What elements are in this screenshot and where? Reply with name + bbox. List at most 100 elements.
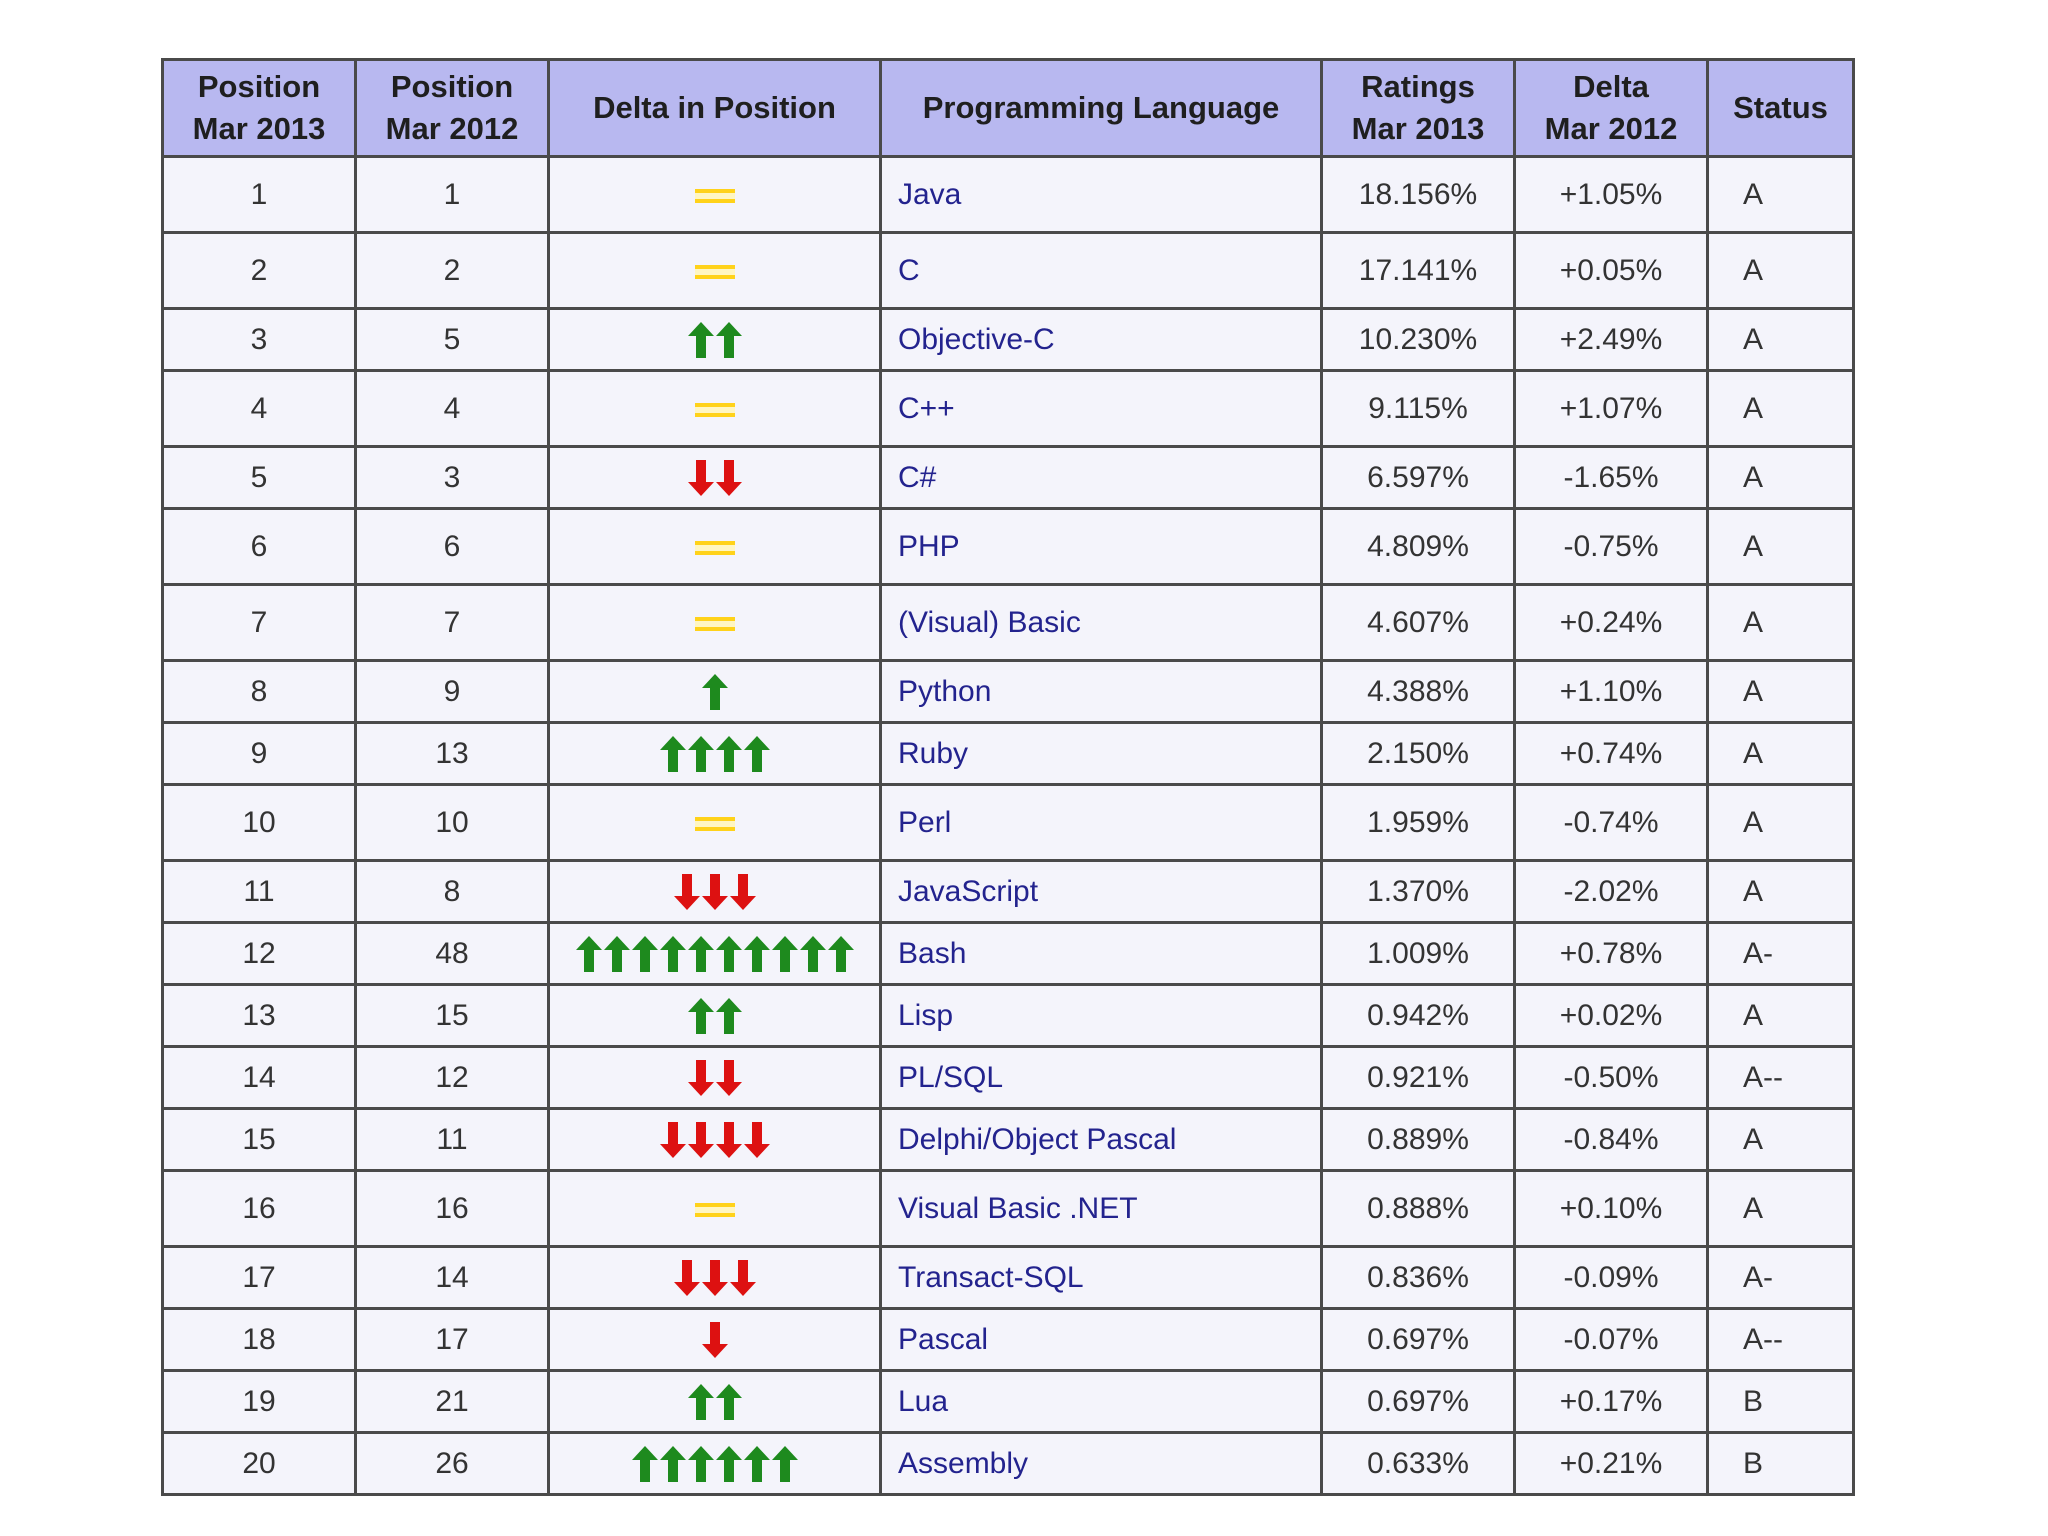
up-arrow-icon (827, 935, 854, 972)
rating-delta-cell: +1.07% (1513, 369, 1709, 448)
rating-cell: 4.388% (1320, 659, 1516, 724)
no-change-icon (694, 264, 735, 279)
up-arrow-icon (687, 735, 714, 772)
up-arrow-icon (687, 1445, 714, 1482)
position-2012-cell: 16 (354, 1169, 550, 1248)
position-2012-cell: 1 (354, 155, 550, 234)
rating-delta-cell: +0.21% (1513, 1431, 1709, 1496)
position-change-cell (547, 783, 882, 862)
rating-cell: 9.115% (1320, 369, 1516, 448)
no-change-icon (694, 188, 735, 203)
language-cell: PHP (879, 507, 1323, 586)
rating-cell: 0.888% (1320, 1169, 1516, 1248)
header-position-2013: Position Mar 2013 (161, 58, 357, 158)
position-2012-cell: 26 (354, 1431, 550, 1496)
position-2013-cell: 10 (161, 783, 357, 862)
no-change-icon (694, 540, 735, 555)
language-cell: (Visual) Basic (879, 583, 1323, 662)
rating-delta-cell: -0.74% (1513, 783, 1709, 862)
language-cell: Transact-SQL (879, 1245, 1323, 1310)
position-2013-cell: 8 (161, 659, 357, 724)
down-arrow-icon (687, 1121, 714, 1158)
table-row: 11 8 JavaScript 1.370% -2.02% A (161, 859, 1855, 924)
table-body: 1 1 Java 18.156% +1.05% A 2 2 C 17.141% +0.05% A 3 5 O… (161, 155, 1855, 1496)
position-2012-cell: 5 (354, 307, 550, 372)
language-cell: Python (879, 659, 1323, 724)
header-status: Status (1706, 58, 1855, 158)
language-cell: Perl (879, 783, 1323, 862)
position-2013-cell: 3 (161, 307, 357, 372)
down-arrow-icon (659, 1121, 686, 1158)
position-2012-cell: 12 (354, 1045, 550, 1110)
table-row: 19 21 Lua 0.697% +0.17% B (161, 1369, 1855, 1434)
no-change-icon (694, 1202, 735, 1217)
position-change-cell (547, 155, 882, 234)
status-cell: A (1706, 231, 1855, 310)
position-2012-cell: 4 (354, 369, 550, 448)
up-arrow-icon (743, 1445, 770, 1482)
position-change-cell (547, 369, 882, 448)
header-delta-position: Delta in Position (547, 58, 882, 158)
arrow-group (659, 735, 770, 772)
header-label: Mar 2013 (192, 111, 326, 146)
rating-delta-cell: +2.49% (1513, 307, 1709, 372)
position-change-cell (547, 859, 882, 924)
position-change-cell (547, 507, 882, 586)
rating-cell: 0.633% (1320, 1431, 1516, 1496)
position-change-cell (547, 231, 882, 310)
status-cell: B (1706, 1431, 1855, 1496)
rating-cell: 0.921% (1320, 1045, 1516, 1110)
position-change-cell (547, 921, 882, 986)
header-ratings: Ratings Mar 2013 (1320, 58, 1516, 158)
position-2012-cell: 2 (354, 231, 550, 310)
language-cell: C (879, 231, 1323, 310)
rating-delta-cell: -1.65% (1513, 445, 1709, 510)
status-cell: A (1706, 583, 1855, 662)
rating-delta-cell: +0.17% (1513, 1369, 1709, 1434)
up-arrow-icon (631, 1445, 658, 1482)
rating-delta-cell: +1.05% (1513, 155, 1709, 234)
language-cell: C++ (879, 369, 1323, 448)
position-change-cell (547, 721, 882, 786)
table-row: 10 10 Perl 1.959% -0.74% A (161, 783, 1855, 862)
position-change-cell (547, 1169, 882, 1248)
up-arrow-icon (715, 1445, 742, 1482)
up-arrow-icon (659, 735, 686, 772)
position-2013-cell: 2 (161, 231, 357, 310)
up-arrow-icon (687, 935, 714, 972)
position-change-cell (547, 1431, 882, 1496)
header-language: Programming Language (879, 58, 1323, 158)
rating-delta-cell: +0.74% (1513, 721, 1709, 786)
position-2013-cell: 12 (161, 921, 357, 986)
language-cell: Delphi/Object Pascal (879, 1107, 1323, 1172)
position-2012-cell: 8 (354, 859, 550, 924)
down-arrow-icon (715, 459, 742, 496)
header-row: Position Mar 2013 Position Mar 2012 Delta in… (161, 58, 1855, 158)
up-arrow-icon (799, 935, 826, 972)
table-row: 4 4 C++ 9.115% +1.07% A (161, 369, 1855, 448)
position-2012-cell: 14 (354, 1245, 550, 1310)
header-label: Status (1733, 90, 1828, 125)
up-arrow-icon (687, 321, 714, 358)
down-arrow-icon (687, 459, 714, 496)
language-cell: Lisp (879, 983, 1323, 1048)
down-arrow-icon (729, 1259, 756, 1296)
rating-cell: 1.009% (1320, 921, 1516, 986)
rating-cell: 18.156% (1320, 155, 1516, 234)
header-position-2012: Position Mar 2012 (354, 58, 550, 158)
position-2013-cell: 19 (161, 1369, 357, 1434)
table-row: 5 3 C# 6.597% -1.65% A (161, 445, 1855, 510)
position-change-cell (547, 1307, 882, 1372)
up-arrow-icon (687, 1383, 714, 1420)
language-cell: Ruby (879, 721, 1323, 786)
up-arrow-icon (715, 1383, 742, 1420)
position-change-cell (547, 307, 882, 372)
position-2013-cell: 6 (161, 507, 357, 586)
no-change-icon (694, 402, 735, 417)
rating-delta-cell: -0.50% (1513, 1045, 1709, 1110)
status-cell: A-- (1706, 1307, 1855, 1372)
position-2012-cell: 9 (354, 659, 550, 724)
language-cell: Java (879, 155, 1323, 234)
up-arrow-icon (631, 935, 658, 972)
position-2013-cell: 7 (161, 583, 357, 662)
